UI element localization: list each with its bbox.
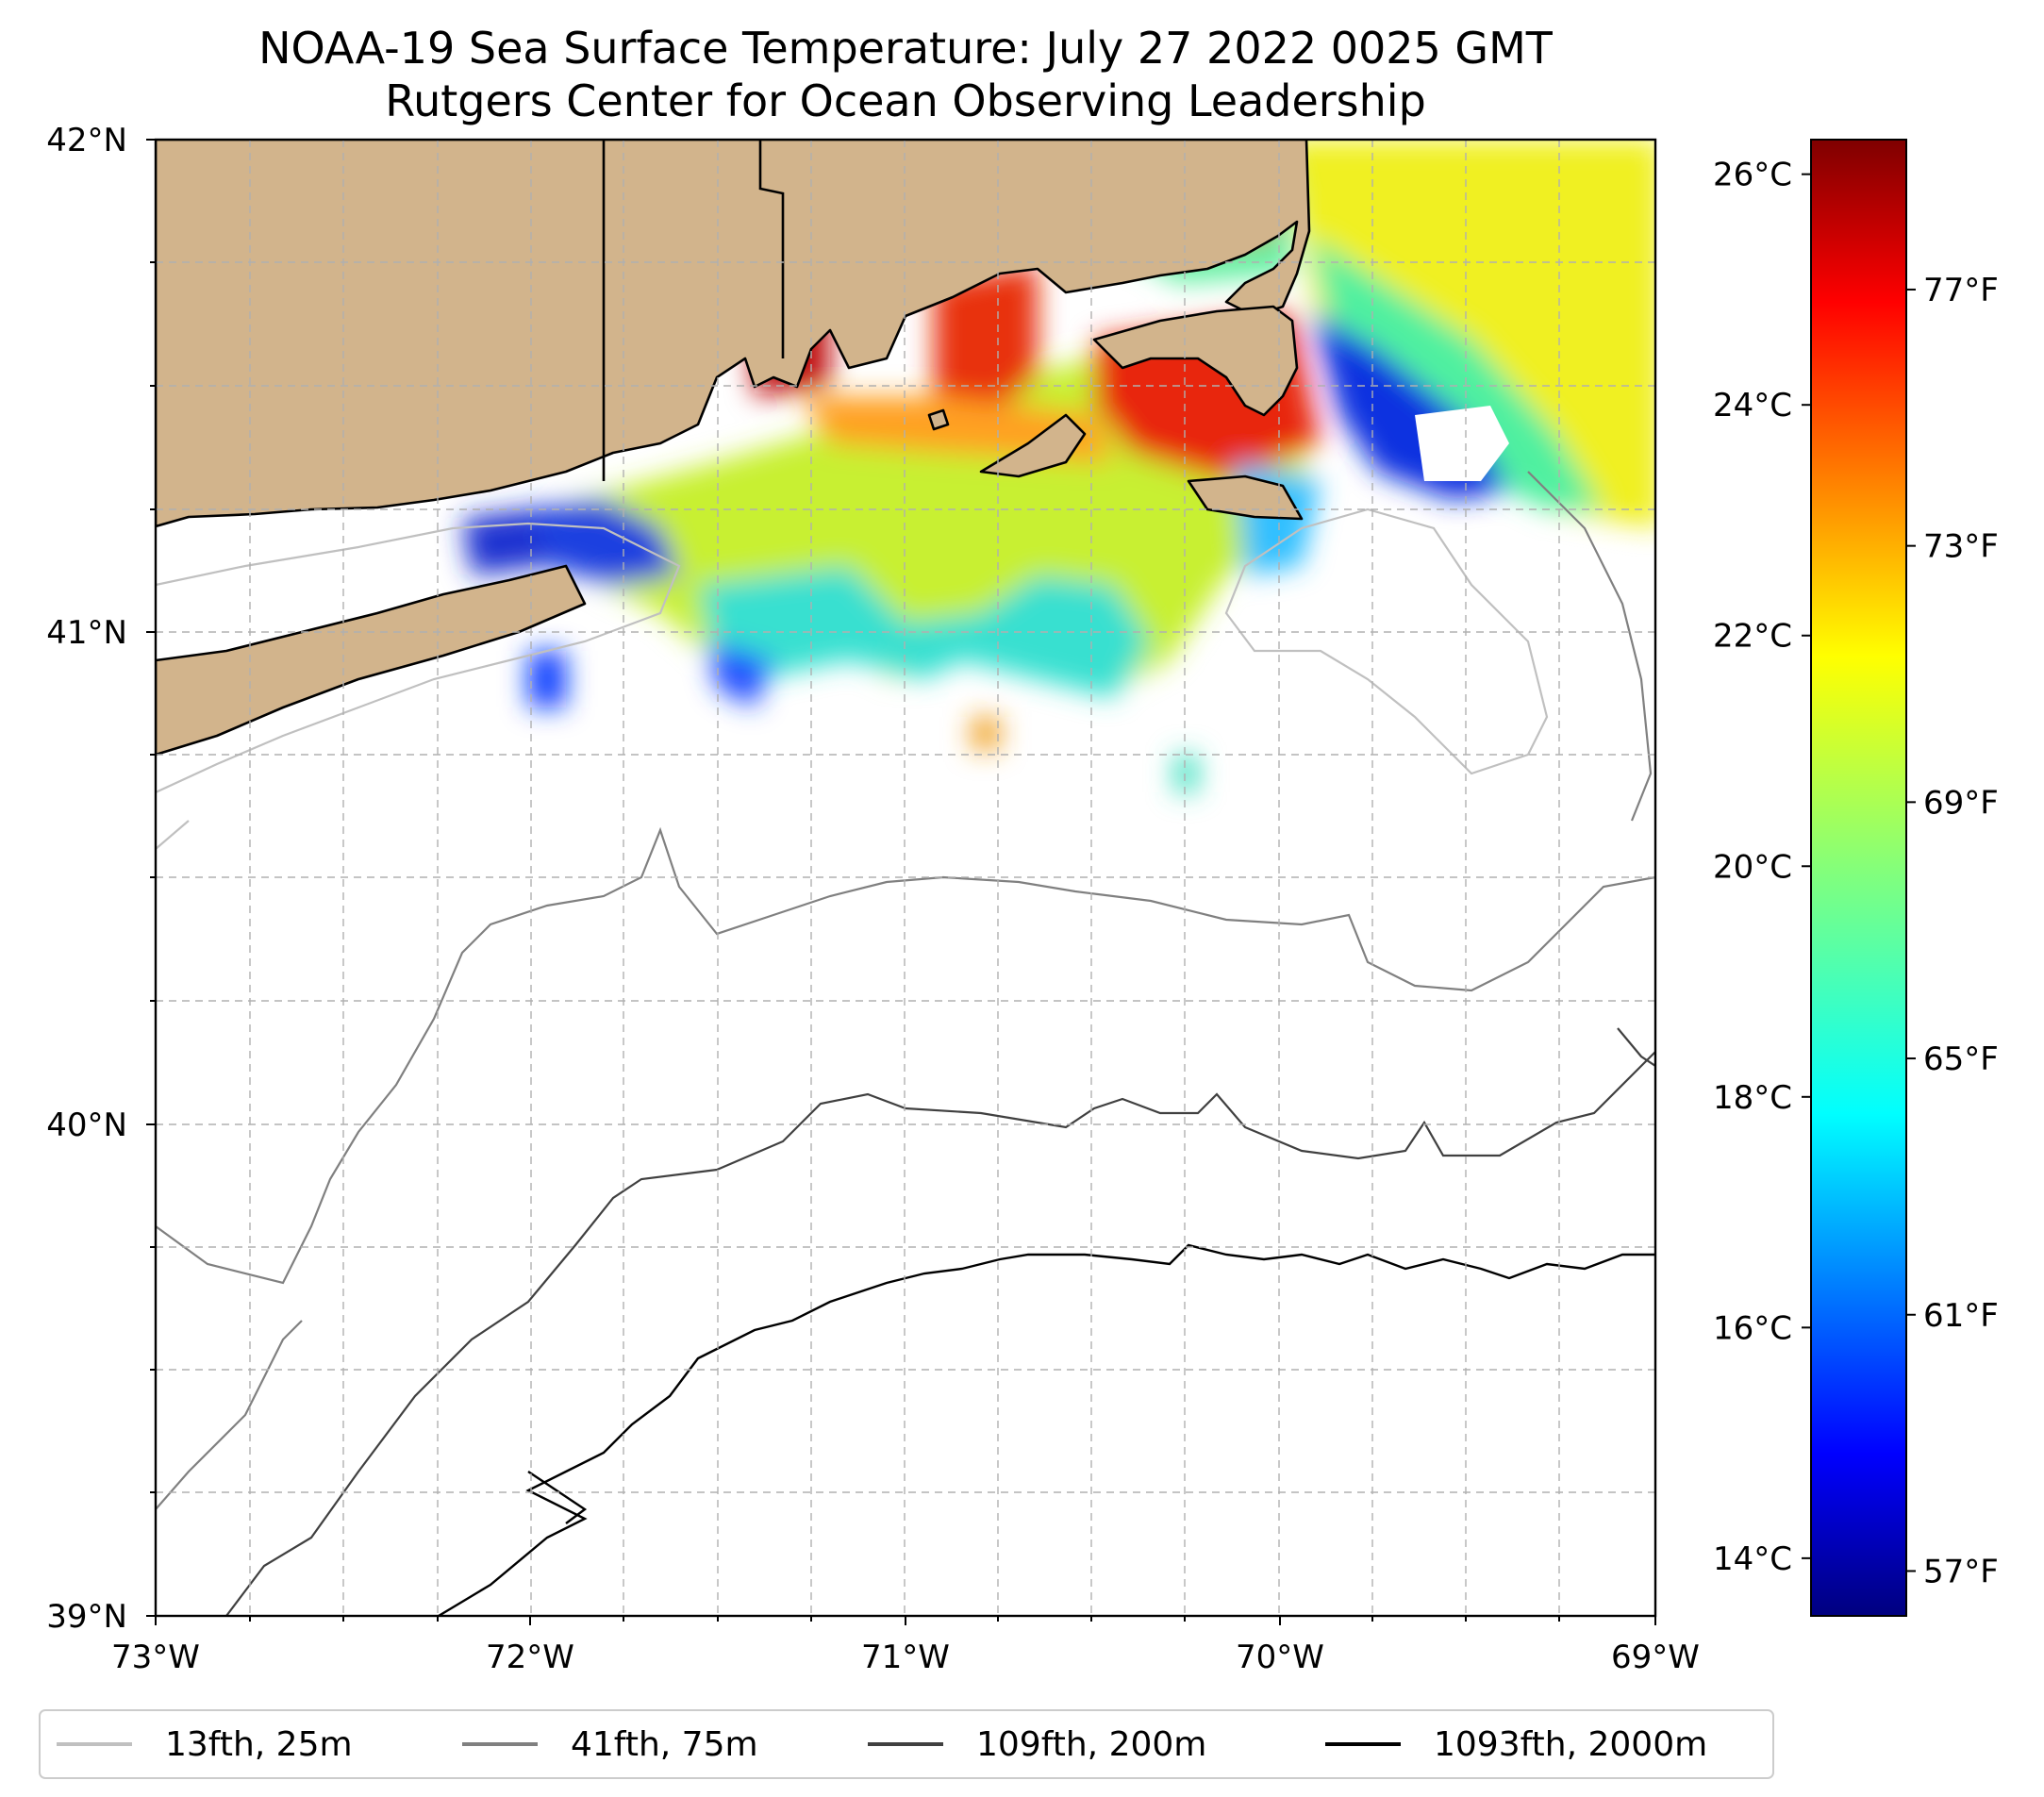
colorbar-celsius-ticks: 26°C 24°C 22°C 20°C 18°C 16°C 14°C (1713, 157, 1811, 1578)
colorbar-celsius-label: 20°C (1713, 848, 1792, 886)
legend: 13fth, 25m 41fth, 75m 109fth, 200m 1093f… (39, 1709, 1774, 1779)
legend-label-200m: 109fth, 200m (976, 1725, 1206, 1764)
cloud-mask-hole (1415, 406, 1509, 481)
map-area (156, 140, 1655, 1616)
contour-75m (156, 471, 1655, 1510)
sst-warm-core-buzzards (934, 264, 1038, 424)
x-tick-label: 71°W (861, 1639, 950, 1676)
axis-ticks (146, 139, 1656, 1625)
colorbar-fahrenheit-label: 69°F (1923, 784, 1999, 822)
chart-title: NOAA-19 Sea Surface Temperature: July 27… (258, 23, 1554, 74)
sst-gom-green (1311, 236, 1604, 509)
colorbar-celsius-label: 14°C (1713, 1540, 1792, 1578)
x-tick-label: 69°W (1611, 1639, 1700, 1676)
colorbar-fahrenheit-ticks: 77°F 73°F 69°F 65°F 61°F 57°F (1906, 272, 1999, 1590)
legend-label-25m: 13fth, 25m (165, 1725, 353, 1764)
y-tick-label: 40°N (46, 1106, 127, 1144)
contour-25m (156, 507, 1549, 850)
sst-fragment-cyan (1174, 755, 1198, 792)
x-tick-label: 70°W (1236, 1639, 1324, 1676)
marthas-vineyard (979, 413, 1087, 478)
y-tick-label: 41°N (46, 614, 127, 652)
bathymetry-contours (156, 471, 1655, 1616)
sst-fragment-orange (972, 717, 1000, 750)
colorbar-celsius-label: 22°C (1713, 618, 1792, 656)
colorbar-celsius-label: 26°C (1713, 157, 1792, 194)
colorbar-fahrenheit-label: 73°F (1923, 528, 1999, 566)
chart-subtitle: Rutgers Center for Ocean Observing Leade… (385, 75, 1426, 126)
colorbar-celsius-label: 24°C (1713, 387, 1792, 424)
y-axis-labels: 42°N 41°N 40°N 39°N (46, 122, 127, 1636)
x-tick-label: 72°W (486, 1639, 574, 1676)
y-tick-label: 39°N (46, 1598, 127, 1636)
y-tick-label: 42°N (46, 122, 127, 159)
sst-fragment-south (528, 651, 566, 707)
colorbar-fahrenheit-label: 65°F (1923, 1040, 1999, 1078)
x-axis-labels: 73°W 72°W 71°W 70°W 69°W (111, 1639, 1700, 1676)
sst-cold-patch-west (528, 500, 679, 585)
legend-label-2000m: 1093fth, 2000m (1434, 1725, 1707, 1764)
nantucket (1187, 474, 1304, 521)
colorbar-celsius-label: 18°C (1713, 1079, 1792, 1117)
colorbar: 26°C 24°C 22°C 20°C 18°C 16°C 14°C 77°F 73°F 69°… (1713, 139, 1999, 1617)
colorbar-fahrenheit-label: 61°F (1923, 1297, 1999, 1335)
sst-gom-yellow (1283, 140, 1655, 528)
state-borders (602, 140, 785, 481)
contour-200m (225, 1027, 1655, 1616)
long-island (156, 564, 587, 757)
legend-label-75m: 41fth, 75m (571, 1725, 758, 1764)
mainland-new-england (156, 140, 1311, 528)
sst-blue-edge (707, 641, 773, 707)
cape-cod (1092, 305, 1299, 417)
colorbar-celsius-label: 16°C (1713, 1309, 1792, 1347)
land (156, 140, 1311, 757)
block-island (927, 408, 950, 431)
contour-2000m (438, 1243, 1655, 1616)
colorbar-fahrenheit-label: 57°F (1923, 1553, 1999, 1590)
colorbar-fahrenheit-label: 77°F (1923, 272, 1999, 309)
colorbar-gradient (1810, 139, 1907, 1617)
x-tick-label: 73°W (111, 1639, 200, 1676)
